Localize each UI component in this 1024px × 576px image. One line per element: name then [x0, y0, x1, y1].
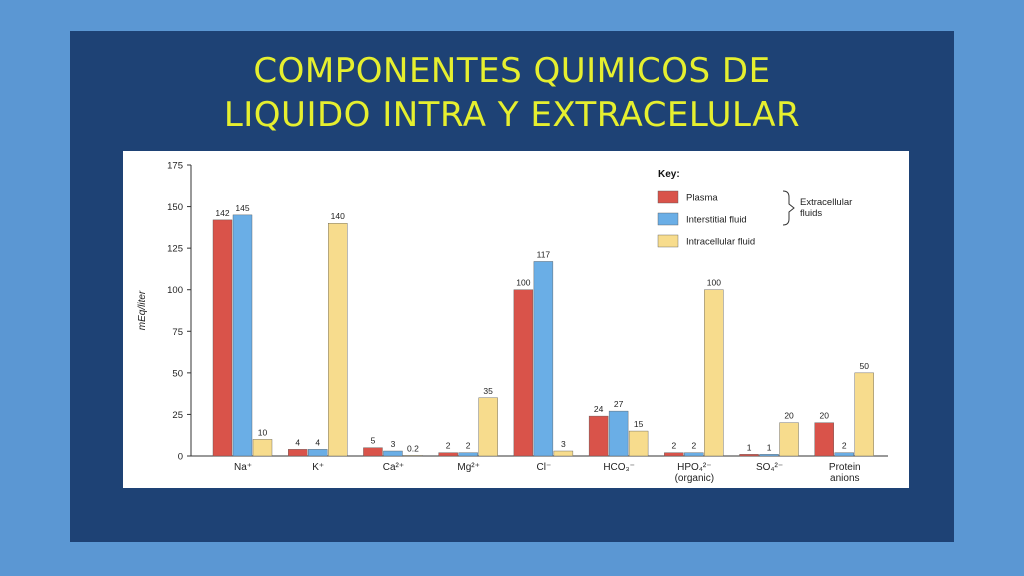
bar-value-label: 10 — [258, 427, 268, 437]
y-tick-label: 175 — [167, 161, 183, 172]
bar-value-label: 100 — [707, 278, 721, 288]
bar — [834, 452, 854, 457]
bar — [664, 452, 684, 457]
bar-value-label: 50 — [860, 361, 870, 371]
y-tick-label: 50 — [172, 368, 183, 379]
legend-swatch — [657, 190, 679, 204]
bar — [779, 422, 799, 457]
slide-title: COMPONENTES QUIMICOS DE LIQUIDO INTRA Y … — [70, 49, 954, 137]
bar — [403, 455, 423, 457]
bar — [588, 415, 609, 457]
bar-value-label: 2 — [671, 441, 676, 451]
bar-value-label: 145 — [235, 203, 249, 213]
bar-value-label: 140 — [331, 211, 345, 221]
bar — [684, 452, 704, 457]
x-category-label: anions — [830, 473, 859, 484]
bar-value-label: 1 — [747, 442, 752, 452]
bar — [383, 450, 403, 457]
y-axis-title: mEq/liter — [137, 290, 148, 330]
bar-value-label: 0.2 — [407, 443, 419, 453]
y-tick-label: 75 — [172, 327, 183, 338]
slide: COMPONENTES QUIMICOS DE LIQUIDO INTRA Y … — [70, 31, 954, 542]
bar-value-label: 4 — [315, 437, 320, 447]
bar — [608, 410, 629, 457]
bar-value-label: 20 — [784, 411, 794, 421]
bar-value-label: 2 — [446, 441, 451, 451]
bar-value-label: 27 — [614, 399, 624, 409]
bar-value-label: 4 — [295, 437, 300, 447]
bar — [212, 219, 233, 457]
x-category-label: Ca²⁺ — [383, 462, 404, 473]
bar — [288, 449, 308, 457]
y-tick-label: 0 — [178, 452, 183, 463]
bar — [513, 289, 534, 457]
bar-value-label: 5 — [371, 436, 376, 446]
bar-value-label: 3 — [391, 439, 396, 449]
bar-value-label: 117 — [537, 249, 551, 259]
y-tick-label: 150 — [167, 202, 183, 213]
bar — [308, 449, 328, 457]
bar — [328, 222, 348, 457]
x-category-label: (organic) — [675, 473, 714, 484]
x-category-label: K⁺ — [312, 462, 324, 473]
bar — [458, 452, 478, 457]
x-category-label: Na⁺ — [234, 462, 252, 473]
chart-panel: 0 25 50 75 100 125 150 175 mEq/liter 142 145 10 Na⁺ 4… — [123, 151, 909, 488]
bar-value-label: 35 — [483, 386, 493, 396]
bar-value-label: 1 — [767, 442, 772, 452]
legend-bracket — [782, 190, 795, 226]
legend-swatch — [657, 234, 679, 248]
bar — [478, 397, 498, 457]
y-tick-label: 25 — [172, 410, 183, 421]
bar — [438, 452, 458, 457]
bar-value-label: 142 — [215, 208, 229, 218]
bar — [553, 450, 574, 457]
x-category-label: Protein — [829, 462, 861, 473]
bar — [628, 430, 649, 457]
bar-value-label: 2 — [466, 441, 471, 451]
bar-value-label: 15 — [634, 419, 644, 429]
title-line-1: COMPONENTES QUIMICOS DE — [253, 51, 771, 91]
legend-title: Key: — [658, 169, 680, 180]
legend-group-label: Extracellular — [800, 197, 852, 208]
bar-value-label: 3 — [561, 439, 566, 449]
bar — [739, 454, 759, 457]
legend-group-label: fluids — [800, 208, 822, 219]
legend-swatch — [657, 212, 679, 226]
bar — [533, 261, 554, 457]
legend-label: Plasma — [686, 193, 718, 204]
bar — [704, 289, 724, 457]
y-tick-label: 100 — [167, 285, 183, 296]
bar — [854, 372, 874, 457]
bar-value-label: 2 — [691, 441, 696, 451]
x-category-label: HPO₄²⁻ — [677, 462, 711, 473]
bar — [232, 214, 253, 457]
title-line-2: LIQUIDO INTRA Y EXTRACELULAR — [223, 95, 801, 135]
x-category-label: Cl⁻ — [537, 462, 552, 473]
y-tick-label: 125 — [167, 244, 183, 255]
bar — [363, 447, 383, 457]
bar-value-label: 20 — [820, 411, 830, 421]
legend-label: Intracellular fluid — [686, 237, 755, 248]
bar-value-label: 100 — [516, 278, 530, 288]
bar-value-label: 2 — [842, 441, 847, 451]
bar — [814, 422, 834, 457]
legend-label: Interstitial fluid — [686, 215, 747, 226]
x-category-label: SO₄²⁻ — [756, 462, 783, 473]
x-category-label: Mg²⁺ — [457, 462, 480, 473]
bar — [252, 439, 273, 457]
x-category-label: HCO₃⁻ — [603, 462, 635, 473]
bar-value-label: 24 — [594, 404, 604, 414]
bar — [759, 454, 779, 457]
